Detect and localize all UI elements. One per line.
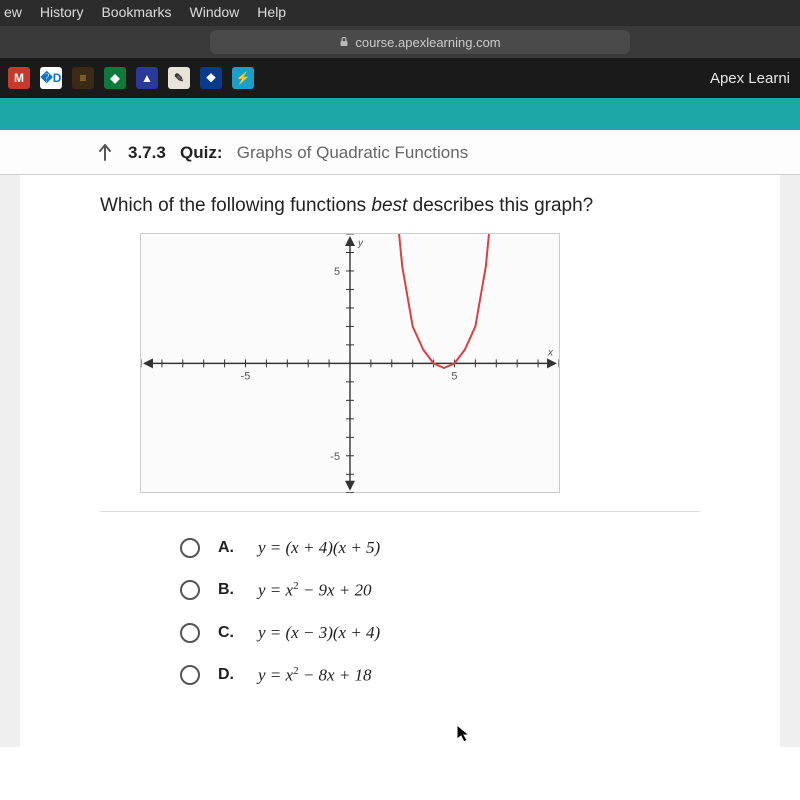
answer-option[interactable]: C. y = (x − 3)(x + 4)	[180, 623, 700, 643]
bookmark-icon[interactable]: �D	[40, 67, 62, 89]
browser-address-row: course.apexlearning.com	[0, 26, 800, 58]
svg-text:y: y	[357, 238, 364, 249]
bookmarks-bar: M �D ≡ ◆ ▲ ✎ ❖ ⚡ Apex Learni	[0, 58, 800, 98]
svg-text:-5: -5	[330, 451, 340, 463]
menu-item[interactable]: History	[40, 4, 84, 20]
bookmark-icon[interactable]: ❖	[200, 67, 222, 89]
address-host: course.apexlearning.com	[355, 35, 500, 50]
question-italic: best	[371, 195, 407, 216]
menu-item[interactable]: Help	[257, 4, 286, 20]
answer-list: A. y = (x + 4)(x + 5) B. y = x2 − 9x + 20 C.…	[100, 538, 700, 685]
quiz-section: 3.7.3	[128, 143, 166, 162]
page-body: 3.7.3 Quiz: Graphs of Quadratic Function…	[0, 130, 800, 747]
svg-text:5: 5	[334, 266, 340, 278]
quiz-content: Which of the following functions best de…	[20, 175, 780, 747]
question-pre: Which of the following functions	[100, 195, 371, 216]
answer-letter: D.	[218, 666, 240, 684]
answer-option[interactable]: D. y = x2 − 8x + 18	[180, 665, 700, 686]
radio-icon[interactable]	[180, 538, 200, 558]
graph-container: -5 5 5 -5 x y	[140, 233, 560, 493]
answer-letter: B.	[218, 581, 240, 599]
quiz-title: Graphs of Quadratic Functions	[237, 143, 469, 162]
svg-text:-5: -5	[241, 370, 251, 382]
svg-text:x: x	[547, 347, 554, 358]
answer-option[interactable]: B. y = x2 − 9x + 20	[180, 580, 700, 601]
radio-icon[interactable]	[180, 623, 200, 643]
menu-item[interactable]: Bookmarks	[101, 4, 171, 20]
svg-text:5: 5	[451, 370, 457, 382]
question-text: Which of the following functions best de…	[100, 189, 700, 233]
answer-option[interactable]: A. y = (x + 4)(x + 5)	[180, 538, 700, 558]
menu-item[interactable]: ew	[4, 4, 22, 20]
mac-menubar: ew History Bookmarks Window Help	[0, 0, 800, 26]
lock-icon	[339, 37, 349, 47]
address-bar[interactable]: course.apexlearning.com	[210, 30, 630, 54]
radio-icon[interactable]	[180, 580, 200, 600]
bookmark-icon[interactable]: ≡	[72, 67, 94, 89]
brand-label: Apex Learni	[710, 70, 792, 87]
answer-equation: y = x2 − 8x + 18	[258, 665, 372, 686]
question-post: describes this graph?	[407, 195, 593, 216]
answer-letter: A.	[218, 539, 240, 557]
bookmark-icon[interactable]: ✎	[168, 67, 190, 89]
divider	[100, 511, 700, 512]
answer-equation: y = (x + 4)(x + 5)	[258, 538, 380, 558]
bookmark-icon[interactable]: ▲	[136, 67, 158, 89]
quiz-label: Quiz:	[180, 143, 223, 162]
bookmark-icon[interactable]: M	[8, 67, 30, 89]
back-arrow-icon[interactable]	[96, 142, 114, 164]
radio-icon[interactable]	[180, 665, 200, 685]
answer-letter: C.	[218, 624, 240, 642]
app-header-strip	[0, 98, 800, 130]
answer-equation: y = (x − 3)(x + 4)	[258, 623, 380, 643]
bookmark-icon[interactable]: ◆	[104, 67, 126, 89]
bookmark-icon[interactable]: ⚡	[232, 67, 254, 89]
menu-item[interactable]: Window	[190, 4, 240, 20]
quiz-header: 3.7.3 Quiz: Graphs of Quadratic Function…	[0, 130, 800, 175]
answer-equation: y = x2 − 9x + 20	[258, 580, 372, 601]
